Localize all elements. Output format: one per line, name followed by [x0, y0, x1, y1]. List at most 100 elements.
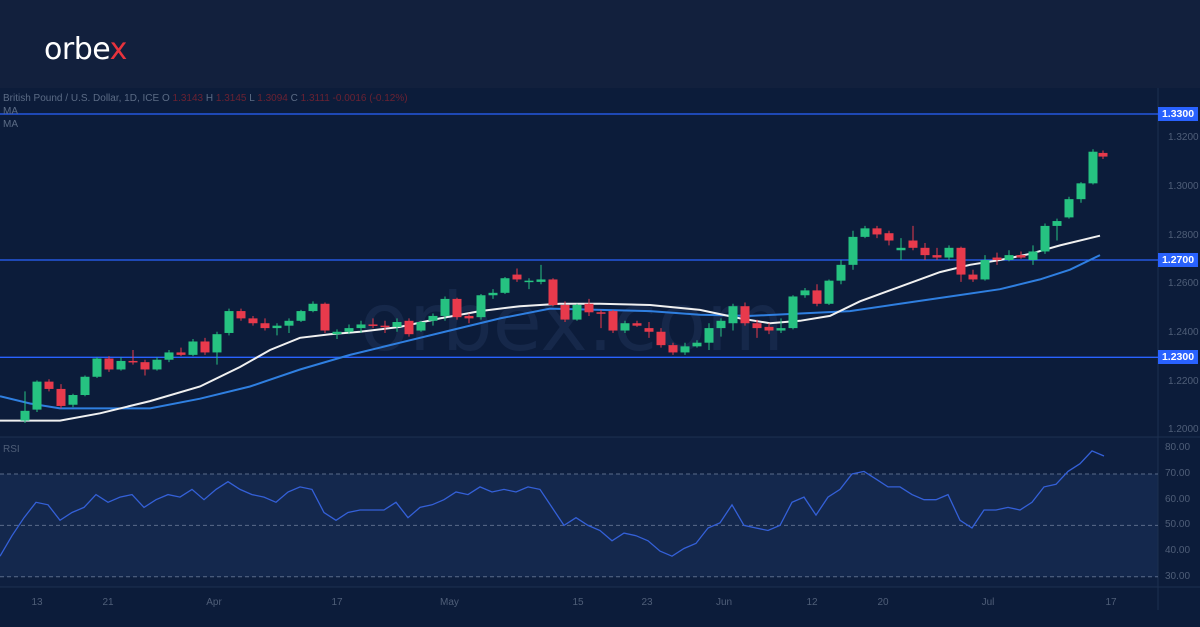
candle-body: [380, 325, 390, 328]
high-value: 1.3145: [215, 93, 247, 104]
candle-body: [260, 323, 270, 329]
time-tick-label: Apr: [206, 597, 222, 608]
candle-body: [116, 360, 126, 370]
candle-body: [272, 325, 282, 329]
close-value: 1.3111: [300, 93, 330, 104]
candle-body: [92, 358, 102, 377]
candle-body: [584, 303, 594, 313]
close-label: C: [290, 93, 298, 104]
candle-body: [884, 233, 894, 241]
candle-body: [692, 342, 702, 347]
candle-body: [1064, 199, 1074, 218]
candle-body: [296, 311, 306, 321]
candle-body: [932, 255, 942, 258]
price-tick-label: 1.3200: [1168, 132, 1199, 144]
candle-body: [788, 296, 798, 329]
candle-body: [848, 236, 858, 265]
candle-body: [524, 280, 534, 283]
candle-body: [140, 362, 150, 370]
candle-body: [1040, 225, 1050, 252]
logo-text: orbe: [44, 32, 110, 67]
level-price-tag: 1.2300: [1158, 350, 1198, 365]
candle-body: [608, 311, 618, 331]
candle-body: [440, 298, 450, 316]
candle-body: [536, 279, 546, 282]
candle-body: [332, 331, 342, 335]
rsi-tick-label: 60.00: [1165, 493, 1191, 505]
candle-body: [476, 295, 486, 318]
time-tick-label: 17: [1105, 597, 1117, 608]
candle-body: [704, 328, 714, 343]
candle-body: [236, 311, 246, 319]
header: orbex: [0, 0, 1200, 88]
candle-body: [644, 328, 654, 332]
time-tick-label: 15: [572, 597, 584, 608]
rsi-line: [0, 450, 1105, 557]
candle-body: [1016, 255, 1026, 258]
candle-body: [896, 247, 906, 251]
candle-body: [152, 359, 162, 370]
candle-body: [68, 395, 78, 405]
candle-body: [44, 381, 54, 389]
candle-body: [572, 304, 582, 320]
low-value: 1.3094: [257, 93, 288, 104]
candle-body: [188, 341, 198, 355]
candle-body: [632, 323, 642, 326]
candle-body: [800, 290, 810, 296]
price-tick-label: 1.2200: [1168, 375, 1199, 387]
candle-body: [104, 358, 114, 370]
open-label: O: [161, 93, 170, 104]
candle-body: [20, 410, 30, 421]
price-tick-label: 1.2800: [1168, 229, 1199, 241]
candle-body: [224, 311, 234, 333]
candle-body: [812, 290, 822, 304]
candle-body: [908, 240, 918, 248]
candle-body: [764, 326, 774, 331]
time-tick-label: Jul: [981, 597, 995, 608]
candle-body: [56, 388, 66, 406]
candle-body: [464, 315, 474, 319]
price-tick-label: 1.3000: [1168, 180, 1199, 192]
price-tick-label: 1.2400: [1168, 326, 1199, 338]
time-tick-label: 23: [641, 597, 653, 608]
candle-body: [1028, 251, 1038, 260]
candle-body: [248, 318, 258, 324]
candle-body: [176, 352, 186, 355]
candle-body: [752, 323, 762, 329]
rsi-tick-label: 30.00: [1165, 570, 1191, 582]
candle-body: [368, 324, 378, 326]
candle-body: [620, 323, 630, 331]
watermark: orbex.com: [360, 276, 784, 369]
candle-body: [320, 303, 330, 331]
ma-fast-label: MA: [3, 106, 18, 117]
high-label: H: [205, 93, 214, 104]
time-tick-label: 21: [102, 597, 114, 608]
time-tick-label: 13: [31, 597, 43, 608]
candle-body: [452, 298, 462, 318]
candle-body: [980, 259, 990, 280]
price-tick-label: 1.2000: [1168, 424, 1199, 436]
time-tick-label: May: [440, 597, 459, 608]
candle-body: [356, 324, 366, 329]
time-tick-label: 12: [806, 597, 818, 608]
rsi-tick-label: 70.00: [1165, 468, 1191, 479]
candle-body: [428, 315, 438, 321]
candle-body: [836, 264, 846, 281]
candle-body: [668, 345, 678, 353]
candle-body: [1004, 255, 1014, 260]
candle-body: [416, 322, 426, 331]
candle-body: [944, 247, 954, 258]
change-value: -0.0016 (-0.12%): [332, 93, 408, 104]
level-price-tag: 1.2700: [1158, 252, 1198, 267]
candle-body: [308, 303, 318, 312]
open-value: 1.3143: [172, 93, 204, 104]
candle-body: [872, 228, 882, 235]
candle-body: [596, 312, 606, 314]
candle-body: [1098, 152, 1108, 157]
candle-body: [824, 280, 834, 304]
candle-body: [716, 320, 726, 329]
candle-body: [284, 320, 294, 326]
rsi-tick-label: 80.00: [1165, 442, 1191, 454]
candle-body: [680, 346, 690, 353]
